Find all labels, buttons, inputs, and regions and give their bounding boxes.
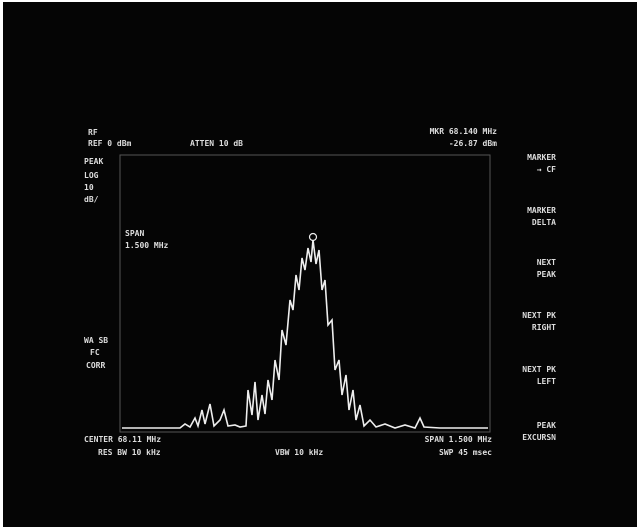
softkey-label[interactable]: LEFT <box>537 377 556 386</box>
correction: CORR <box>86 361 105 370</box>
softkey-label[interactable]: PEAK <box>537 270 556 279</box>
scale-value: 10 <box>84 183 94 192</box>
scale-unit: dB/ <box>84 195 99 204</box>
attenuation: ATTEN 10 dB <box>190 139 243 148</box>
scale: LOG <box>84 171 99 180</box>
softkey-label[interactable]: → CF <box>537 165 556 174</box>
softkey-label[interactable]: DELTA <box>532 218 556 227</box>
marker-level: -26.87 dBm <box>449 139 497 148</box>
span-label: SPAN <box>125 229 144 238</box>
softkey-label[interactable]: MARKER <box>527 153 556 162</box>
rf-label: RF <box>88 128 98 137</box>
footer-span: SPAN 1.500 MHz <box>425 435 493 444</box>
softkey-label[interactable]: EXCURSN <box>522 433 556 442</box>
span-value: 1.500 MHz <box>125 241 169 250</box>
marker-frequency: MKR 68.140 MHz <box>430 127 498 136</box>
detector: PEAK <box>84 157 103 166</box>
softkey-label[interactable]: NEXT <box>537 258 556 267</box>
vbw: VBW 10 kHz <box>275 448 323 457</box>
ref-level: REF 0 dBm <box>88 139 132 148</box>
sweep-mode: WA SB <box>84 336 108 345</box>
screenshot: RF REF 0 dBm ATTEN 10 dB MKR 68.140 MHz … <box>0 0 637 527</box>
softkey-label[interactable]: RIGHT <box>532 323 556 332</box>
softkey-label[interactable]: NEXT PK <box>522 311 556 320</box>
softkey-label[interactable]: MARKER <box>527 206 556 215</box>
softkey-label[interactable]: PEAK <box>537 421 556 430</box>
center-frequency: CENTER 68.11 MHz <box>84 435 161 444</box>
softkey-label[interactable]: NEXT PK <box>522 365 556 374</box>
sweep-time: SWP 45 msec <box>439 448 492 457</box>
trigger: FC <box>90 348 100 357</box>
res-bw: RES BW 10 kHz <box>98 448 161 457</box>
analyzer-screen: RF REF 0 dBm ATTEN 10 dB MKR 68.140 MHz … <box>0 0 637 527</box>
